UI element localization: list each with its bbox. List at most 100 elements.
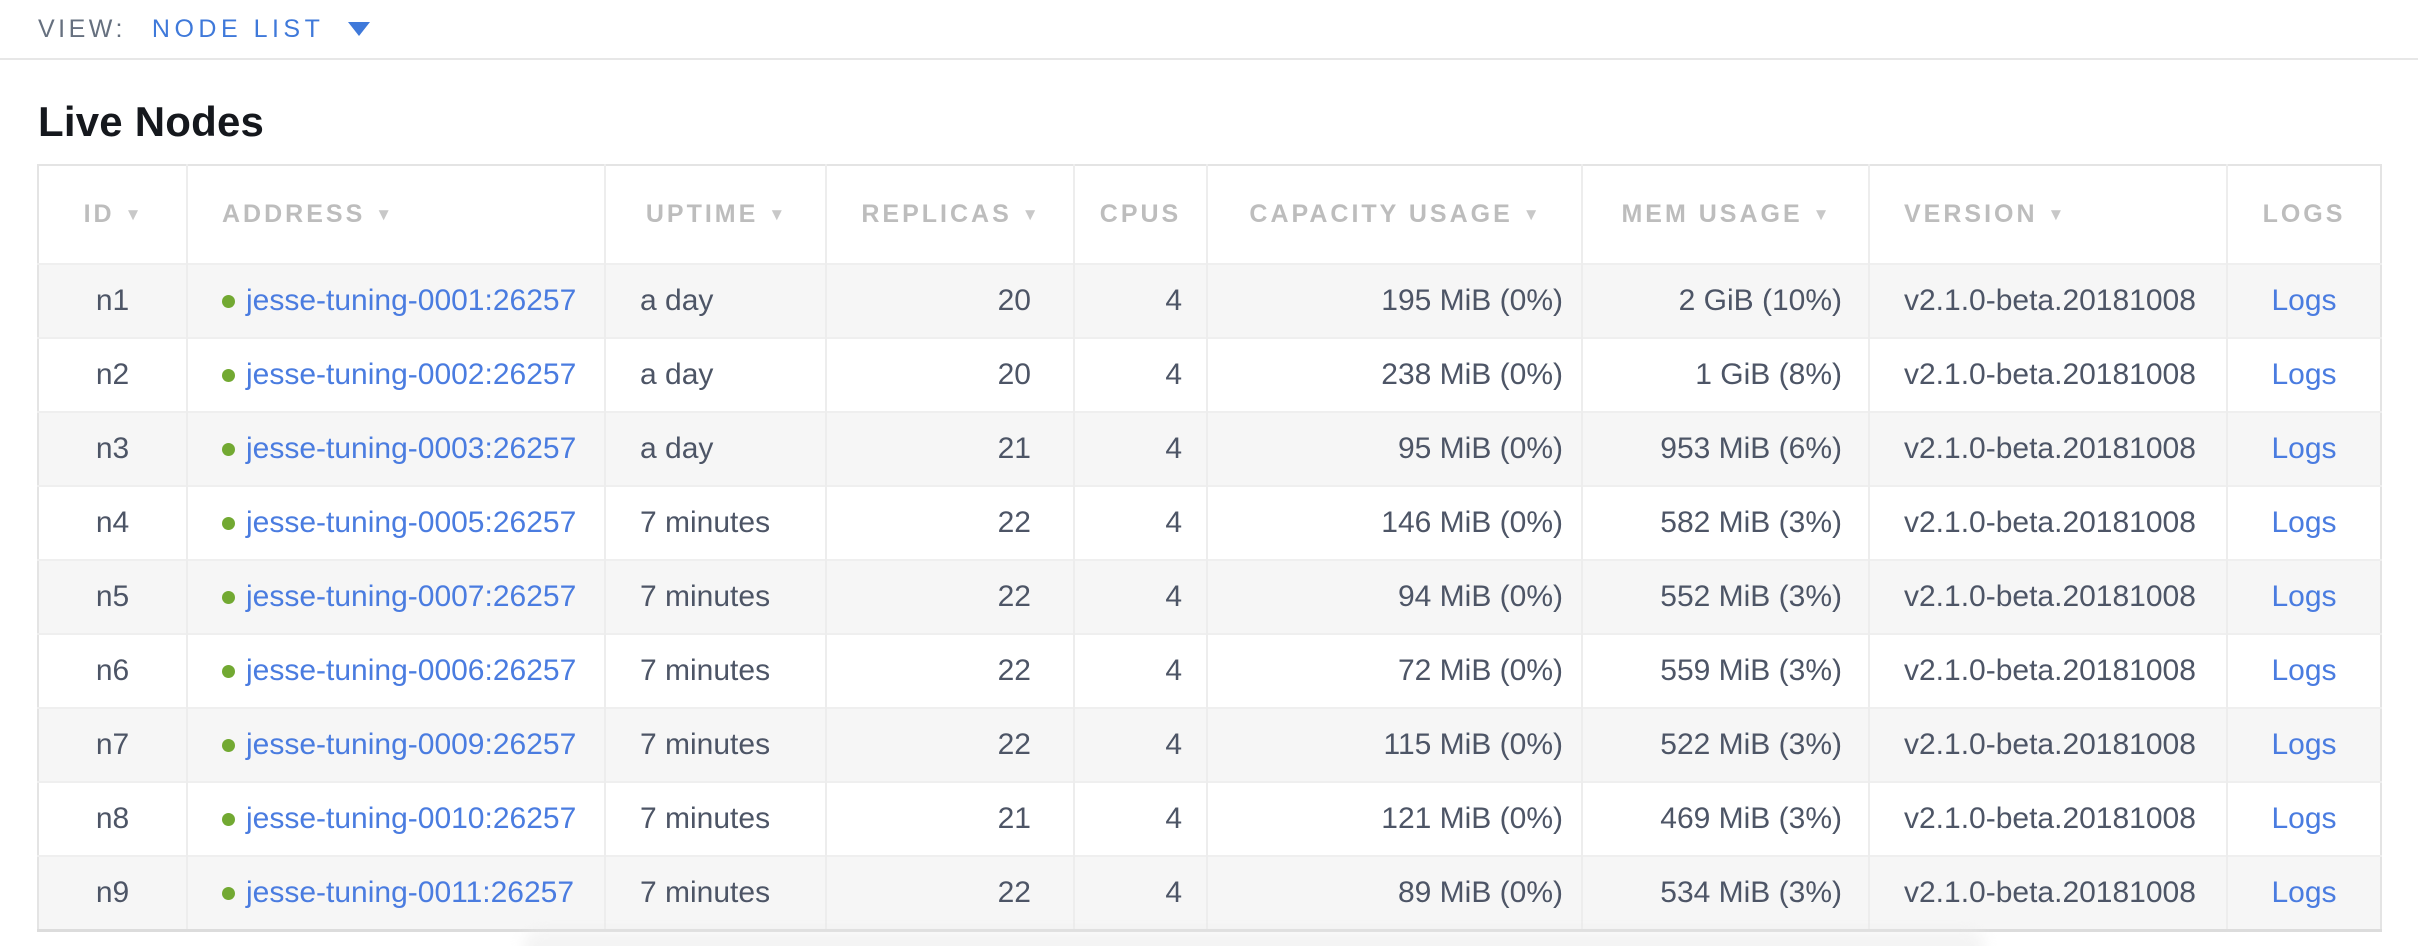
mem-usage-cell: 469 MiB (3%) xyxy=(1581,781,1869,856)
table-row: n6 jesse-tuning-0006:26257 7 minutes 22 … xyxy=(38,633,2381,708)
table-row: n2 jesse-tuning-0002:26257 a day 20 4 23… xyxy=(38,337,2381,412)
uptime-cell: 7 minutes xyxy=(604,485,826,560)
node-id-cell: n1 xyxy=(38,263,187,338)
logs-link[interactable]: Logs xyxy=(2271,728,2337,761)
uptime-cell: a day xyxy=(604,263,826,338)
address-link[interactable]: jesse-tuning-0010:26257 xyxy=(246,802,577,835)
version-cell: v2.1.0-beta.20181008 xyxy=(1868,707,2227,782)
column-header-version[interactable]: VERSION ▼ xyxy=(1868,165,2227,264)
cpus-cell: 4 xyxy=(1073,337,1207,412)
replicas-cell: 21 xyxy=(825,781,1074,856)
uptime-cell: a day xyxy=(604,337,826,412)
replicas-cell: 22 xyxy=(825,633,1074,708)
mem-usage-cell: 522 MiB (3%) xyxy=(1581,707,1869,782)
logs-cell: Logs xyxy=(2226,337,2381,412)
version-cell: v2.1.0-beta.20181008 xyxy=(1868,485,2227,560)
table-row: n9 jesse-tuning-0011:26257 7 minutes 22 … xyxy=(38,855,2381,931)
uptime-cell: a day xyxy=(604,411,826,486)
logs-cell: Logs xyxy=(2226,855,2381,931)
view-dropdown-value: NODE LIST xyxy=(151,14,325,43)
capacity-usage-cell: 89 MiB (0%) xyxy=(1206,855,1582,931)
logs-cell: Logs xyxy=(2226,559,2381,634)
column-label: CAPACITY USAGE xyxy=(1249,200,1513,228)
logs-link[interactable]: Logs xyxy=(2271,654,2337,687)
node-id-cell: n2 xyxy=(38,337,187,412)
address-link[interactable]: jesse-tuning-0006:26257 xyxy=(246,654,577,687)
address-link[interactable]: jesse-tuning-0001:26257 xyxy=(246,284,577,317)
column-header-uptime[interactable]: UPTIME ▼ xyxy=(604,165,826,264)
address-cell: jesse-tuning-0009:26257 xyxy=(186,707,605,782)
logs-link[interactable]: Logs xyxy=(2271,358,2337,391)
address-link[interactable]: jesse-tuning-0002:26257 xyxy=(246,358,577,391)
column-label: REPLICAS xyxy=(861,200,1012,228)
column-header-cpus: CPUS xyxy=(1073,165,1207,264)
capacity-usage-cell: 95 MiB (0%) xyxy=(1206,411,1582,486)
capacity-usage-cell: 121 MiB (0%) xyxy=(1206,781,1582,856)
address-link[interactable]: jesse-tuning-0011:26257 xyxy=(246,876,575,909)
view-dropdown[interactable]: NODE LIST xyxy=(151,14,371,44)
sort-desc-icon: ▼ xyxy=(124,205,142,224)
replicas-cell: 22 xyxy=(825,707,1074,782)
live-nodes-table: ID ▼ ADDRESS ▼ UPTIME ▼ REPLICAS ▼ CPUS CAPA… xyxy=(37,164,2382,932)
column-header-address[interactable]: ADDRESS ▼ xyxy=(186,165,605,264)
cpus-cell: 4 xyxy=(1073,781,1207,856)
cpus-cell: 4 xyxy=(1073,559,1207,634)
column-label: UPTIME xyxy=(645,200,759,228)
column-header-capacity-usage[interactable]: CAPACITY USAGE ▼ xyxy=(1206,165,1582,264)
live-status-icon xyxy=(222,295,235,308)
sort-desc-icon: ▼ xyxy=(375,205,393,224)
cpus-cell: 4 xyxy=(1073,485,1207,560)
logs-link[interactable]: Logs xyxy=(2271,432,2337,465)
column-header-mem-usage[interactable]: MEM USAGE ▼ xyxy=(1581,165,1869,264)
table-row: n3 jesse-tuning-0003:26257 a day 21 4 95… xyxy=(38,411,2381,486)
column-label: ID xyxy=(83,200,115,228)
table-body: n1 jesse-tuning-0001:26257 a day 20 4 19… xyxy=(38,263,2381,931)
column-label: LOGS xyxy=(2262,200,2346,228)
replicas-cell: 21 xyxy=(825,411,1074,486)
logs-cell: Logs xyxy=(2226,633,2381,708)
column-header-id[interactable]: ID ▼ xyxy=(38,165,187,264)
mem-usage-cell: 552 MiB (3%) xyxy=(1581,559,1869,634)
table-row: n8 jesse-tuning-0010:26257 7 minutes 21 … xyxy=(38,781,2381,856)
address-cell: jesse-tuning-0010:26257 xyxy=(186,781,605,856)
address-link[interactable]: jesse-tuning-0009:26257 xyxy=(246,728,577,761)
replicas-cell: 22 xyxy=(825,855,1074,931)
next-section-shadow xyxy=(523,930,1985,946)
column-label: ADDRESS xyxy=(222,200,366,228)
live-status-icon xyxy=(222,813,235,826)
live-status-icon xyxy=(222,665,235,678)
column-header-replicas[interactable]: REPLICAS ▼ xyxy=(825,165,1074,264)
mem-usage-cell: 2 GiB (10%) xyxy=(1581,263,1869,338)
capacity-usage-cell: 238 MiB (0%) xyxy=(1206,337,1582,412)
logs-cell: Logs xyxy=(2226,263,2381,338)
logs-link[interactable]: Logs xyxy=(2271,506,2337,539)
uptime-cell: 7 minutes xyxy=(604,559,826,634)
logs-cell: Logs xyxy=(2226,485,2381,560)
address-link[interactable]: jesse-tuning-0003:26257 xyxy=(246,432,577,465)
view-switcher-bar: VIEW: NODE LIST xyxy=(0,0,2418,60)
mem-usage-cell: 559 MiB (3%) xyxy=(1581,633,1869,708)
logs-link[interactable]: Logs xyxy=(2271,284,2337,317)
sort-desc-icon: ▼ xyxy=(1522,205,1540,224)
uptime-cell: 7 minutes xyxy=(604,781,826,856)
capacity-usage-cell: 72 MiB (0%) xyxy=(1206,633,1582,708)
address-link[interactable]: jesse-tuning-0007:26257 xyxy=(246,580,577,613)
capacity-usage-cell: 115 MiB (0%) xyxy=(1206,707,1582,782)
node-id-cell: n9 xyxy=(38,855,187,931)
version-cell: v2.1.0-beta.20181008 xyxy=(1868,263,2227,338)
cpus-cell: 4 xyxy=(1073,411,1207,486)
live-status-icon xyxy=(222,591,235,604)
live-status-icon xyxy=(222,369,235,382)
column-header-logs: LOGS xyxy=(2226,165,2381,264)
replicas-cell: 22 xyxy=(825,559,1074,634)
address-cell: jesse-tuning-0002:26257 xyxy=(186,337,605,412)
logs-cell: Logs xyxy=(2226,707,2381,782)
address-link[interactable]: jesse-tuning-0005:26257 xyxy=(246,506,577,539)
version-cell: v2.1.0-beta.20181008 xyxy=(1868,855,2227,931)
logs-link[interactable]: Logs xyxy=(2271,802,2337,835)
logs-link[interactable]: Logs xyxy=(2271,876,2337,909)
logs-link[interactable]: Logs xyxy=(2271,580,2337,613)
logs-cell: Logs xyxy=(2226,781,2381,856)
cpus-cell: 4 xyxy=(1073,263,1207,338)
version-cell: v2.1.0-beta.20181008 xyxy=(1868,411,2227,486)
